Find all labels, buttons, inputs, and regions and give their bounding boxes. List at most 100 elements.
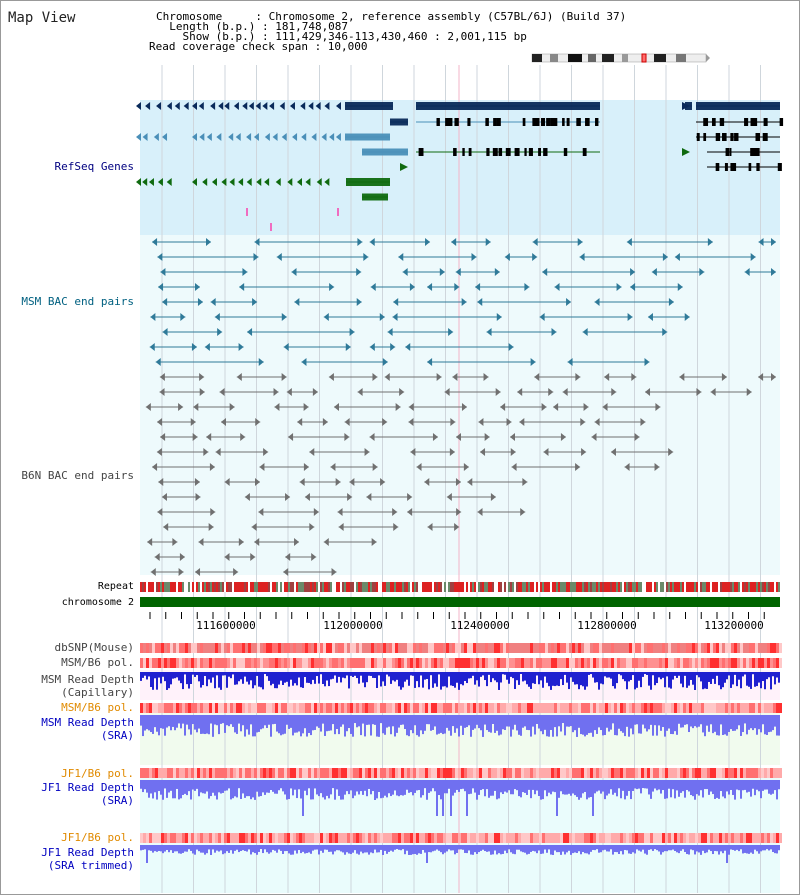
repeat-segment	[490, 582, 492, 592]
jf1-sra-depth-bar	[364, 780, 366, 791]
repeat-segment	[322, 582, 324, 592]
msm-capillary-depth-bar	[340, 672, 342, 683]
repeat-segment	[596, 582, 598, 592]
msm-pol-cell	[710, 703, 713, 713]
msm-bac-pair-end	[387, 328, 393, 336]
msm-sra-depth-bar	[334, 715, 336, 735]
repeat-segment	[420, 582, 422, 592]
msm-sra-depth-bar	[750, 715, 752, 729]
msm-pol-cell	[665, 703, 668, 713]
repeat-segment	[502, 582, 504, 592]
msm-capillary-depth-bar	[374, 672, 376, 679]
jf1-trim-depth-bar	[146, 845, 148, 863]
b6n-bac-label: B6N BAC end pairs	[21, 469, 134, 482]
dbsnp-cell	[275, 643, 278, 653]
msm-capillary-depth-bar	[520, 672, 522, 675]
dbsnp-cell	[464, 643, 467, 653]
jf1-sra-depth-bar	[606, 780, 608, 796]
repeat-segment	[396, 582, 398, 592]
jf1-trim-depth-bar	[542, 845, 544, 854]
jf1-sra-depth-bar	[710, 780, 712, 792]
msm-capillary-depth-bar	[216, 672, 218, 676]
msm-sra-depth-bar	[556, 715, 558, 737]
jf1-pol-cell	[659, 833, 662, 843]
jf1-sra-depth-bar	[738, 780, 740, 791]
msm-capillary-depth-bar	[570, 672, 572, 678]
msm-pol-cell	[560, 703, 563, 713]
transcript-exon	[543, 148, 547, 156]
transcript-exon	[554, 118, 558, 126]
msm-pol-cell	[242, 703, 245, 713]
dbsnp-cell	[188, 643, 191, 653]
jf1-pol-cell	[149, 833, 152, 843]
msm-pol-cell	[572, 658, 575, 668]
jf1-pol-cell	[392, 768, 395, 778]
dbsnp-cell	[647, 643, 650, 653]
repeat-segment	[174, 582, 176, 592]
repeat-segment	[200, 582, 202, 592]
repeat-segment	[172, 582, 174, 592]
msm-capillary-depth-bar	[274, 672, 276, 689]
jf1-trim-depth-bar	[256, 845, 258, 855]
b6n-bac-pair-end	[594, 418, 600, 426]
msm-sra-depth-bar	[208, 715, 210, 735]
gene-strand-arrow	[136, 178, 141, 186]
jf1-pol-cell	[143, 768, 146, 778]
msm-sra-depth-bar	[260, 715, 262, 730]
jf1-pol-cell	[407, 768, 410, 778]
msm-pol-cell	[563, 658, 566, 668]
transcript-exon	[486, 148, 490, 156]
jf1-trim-depth-bar	[206, 845, 208, 854]
msm-pol-cell	[374, 658, 377, 668]
jf1-trim-depth-bar	[292, 845, 294, 855]
msm-pol-cell	[560, 658, 563, 668]
dbsnp-cell	[209, 643, 212, 653]
jf1-trim-depth-bar	[714, 845, 716, 851]
b6n-bac-pair-end	[427, 523, 433, 531]
jf1-pol-cell	[395, 768, 398, 778]
msm-capillary-depth-bar	[474, 672, 476, 685]
jf1-trim-depth-bar	[150, 845, 152, 851]
b6n-bac-pair-end	[436, 373, 442, 381]
msm-sra-depth-bar	[186, 715, 188, 725]
dbsnp-cell	[212, 643, 215, 653]
msm-capillary-depth-bar	[710, 672, 712, 684]
repeat-segment	[658, 582, 660, 592]
jf1-trim-depth-bar	[452, 845, 454, 851]
gene-strand-arrow	[400, 163, 408, 171]
chromosome-ideogram[interactable]	[530, 52, 710, 64]
repeat-segment	[770, 582, 772, 592]
msm-capillary-depth-bar	[396, 672, 398, 680]
msm-pol-cell	[446, 703, 449, 713]
jf1-trim-depth-bar	[582, 845, 584, 852]
refseq-marker	[246, 208, 248, 216]
msm-pol-cell	[695, 658, 698, 668]
gene-exon	[362, 148, 408, 156]
msm-pol-cell	[353, 703, 356, 713]
gene-strand-arrow	[228, 133, 234, 141]
b6n-bac-pair-end	[255, 478, 261, 486]
msm-capillary-depth-bar	[280, 672, 282, 681]
msm-sra-depth-bar	[404, 715, 406, 730]
msm-sra-depth-bar	[592, 715, 594, 737]
jf1-sra-depth-bar	[268, 780, 270, 793]
msm-capillary-depth-bar	[142, 672, 144, 678]
b6n-bac-pair-end	[634, 433, 640, 441]
jf1-pol-cell	[275, 833, 278, 843]
dbsnp-cell	[269, 643, 272, 653]
jf1-trim-depth-bar	[312, 845, 314, 851]
msm-capillary-depth-bar	[728, 672, 730, 676]
msm-capillary-depth-bar	[314, 672, 316, 684]
msm-sra-depth-bar	[194, 715, 196, 730]
msm-pol-cell	[482, 703, 485, 713]
repeat-segment	[750, 582, 752, 592]
msm-sra-depth-bar	[476, 715, 478, 725]
msm-pol-cell	[722, 658, 725, 668]
jf1-pol-cell	[212, 768, 215, 778]
msm-sra-depth-bar	[326, 715, 328, 732]
jf1-sra-depth-bar	[214, 780, 216, 796]
dbsnp-cell	[587, 643, 590, 653]
repeat-segment	[772, 582, 774, 592]
repeat-segment	[152, 582, 154, 592]
